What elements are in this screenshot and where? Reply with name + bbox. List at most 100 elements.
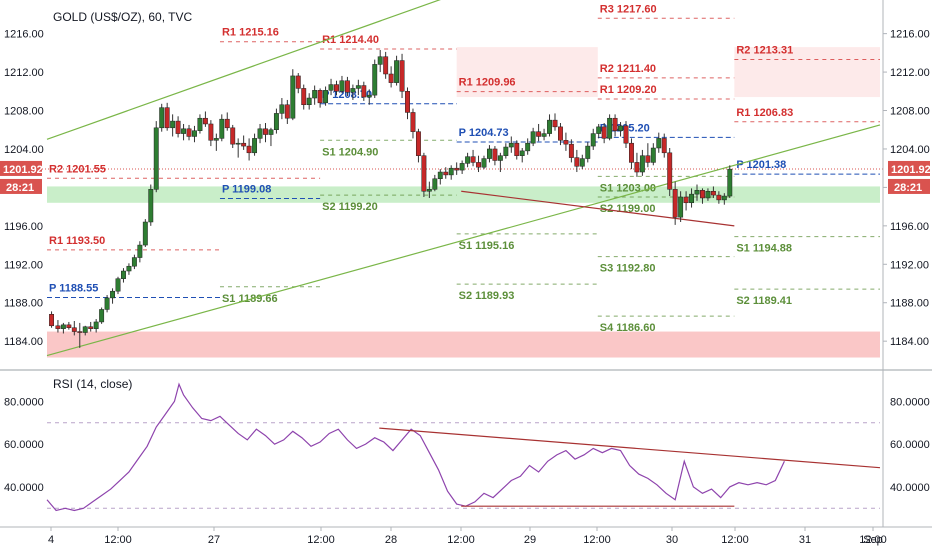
candle bbox=[476, 162, 481, 168]
price-tag-value: 1201.92 bbox=[3, 164, 43, 176]
candle bbox=[514, 142, 520, 156]
channel-trendline[interactable] bbox=[46, 124, 881, 357]
candle bbox=[547, 119, 552, 134]
price-tag-value: 1201.92 bbox=[891, 164, 931, 176]
candle bbox=[66, 324, 72, 328]
candle bbox=[388, 73, 394, 83]
candle bbox=[694, 190, 700, 195]
price-pane[interactable]: R1 1193.50 P 1188.55 R1 1215.16 R2 1201.55 P… bbox=[0, 0, 883, 358]
rsi-tick-label-right: 80.0000 bbox=[890, 396, 930, 408]
candle bbox=[508, 142, 514, 148]
price-tick-label-left: 1188.00 bbox=[4, 298, 43, 310]
candle bbox=[650, 147, 656, 163]
price-tick-label-right: 1184.00 bbox=[890, 336, 929, 348]
countdown-tag-right bbox=[888, 178, 930, 194]
price-tick-label-right: 1196.00 bbox=[890, 221, 929, 233]
candle bbox=[426, 189, 432, 192]
candle bbox=[235, 142, 241, 145]
candle bbox=[181, 128, 187, 134]
candle bbox=[421, 155, 427, 192]
candle bbox=[405, 91, 410, 113]
candle bbox=[312, 90, 318, 99]
candle bbox=[634, 162, 640, 173]
candle bbox=[202, 117, 208, 125]
candle bbox=[530, 131, 536, 144]
pivot-label: R1 1209.20 bbox=[600, 84, 657, 96]
candle bbox=[596, 126, 602, 134]
candle bbox=[60, 324, 66, 329]
pivot-label: S1 1195.16 bbox=[459, 240, 515, 252]
candle bbox=[257, 128, 263, 139]
candle bbox=[148, 189, 154, 223]
candle bbox=[710, 190, 716, 196]
candle bbox=[290, 75, 296, 119]
rsi-tick-label-left: 40.0000 bbox=[4, 482, 44, 494]
candle bbox=[164, 107, 170, 129]
candle bbox=[541, 133, 547, 137]
channel-trendline[interactable] bbox=[46, 0, 507, 140]
price-tick-label-right: 1216.00 bbox=[890, 29, 930, 41]
candle bbox=[197, 117, 203, 131]
candle bbox=[465, 156, 471, 164]
time-tick-label: 12:00 bbox=[859, 534, 887, 546]
candle bbox=[645, 155, 651, 163]
candle bbox=[263, 128, 268, 135]
candle bbox=[301, 88, 307, 106]
candle bbox=[279, 104, 285, 114]
candle bbox=[497, 155, 503, 161]
candle bbox=[219, 118, 225, 139]
candle bbox=[536, 131, 542, 137]
candle bbox=[700, 190, 705, 199]
rsi-tick-label-left: 60.0000 bbox=[4, 439, 44, 451]
candle bbox=[192, 130, 197, 137]
candle bbox=[328, 84, 334, 91]
candle bbox=[131, 257, 137, 267]
candle bbox=[186, 128, 192, 137]
candle bbox=[104, 297, 110, 310]
candle bbox=[93, 321, 99, 329]
time-tick-label: 12:00 bbox=[447, 534, 475, 546]
candle bbox=[153, 127, 159, 190]
rsi-tick-label-left: 80.0000 bbox=[4, 396, 44, 408]
candle bbox=[142, 221, 148, 246]
candle bbox=[503, 146, 509, 156]
candle bbox=[334, 84, 339, 92]
rsi-pane[interactable] bbox=[46, 382, 881, 512]
price-tag-right bbox=[888, 160, 930, 176]
candle bbox=[667, 152, 673, 190]
time-tick-label: 4 bbox=[48, 534, 54, 546]
pivot-label: S1 1203.00 bbox=[600, 182, 656, 194]
countdown-value: 28:21 bbox=[894, 182, 922, 194]
rsi-trendline[interactable] bbox=[379, 427, 881, 469]
candle bbox=[519, 150, 525, 156]
candle bbox=[552, 119, 558, 128]
candle bbox=[618, 125, 623, 131]
candle bbox=[437, 171, 443, 180]
candle bbox=[672, 189, 678, 218]
candle bbox=[306, 97, 312, 106]
candle bbox=[705, 190, 711, 199]
time-tick-label: 28 bbox=[385, 534, 397, 546]
candle bbox=[568, 143, 574, 158]
chart-title: GOLD (US$/OZ), 60, TVC bbox=[53, 10, 192, 24]
candle bbox=[612, 117, 618, 131]
pivot-label: S2 1189.93 bbox=[459, 290, 515, 302]
candle bbox=[574, 157, 580, 167]
rsi-line[interactable] bbox=[46, 382, 785, 512]
pivot-label: S1 1194.88 bbox=[736, 243, 792, 255]
price-tick-label-right: 1212.00 bbox=[890, 67, 930, 79]
candle bbox=[678, 196, 684, 218]
candle bbox=[273, 113, 279, 130]
candle bbox=[372, 64, 378, 96]
candle bbox=[601, 126, 607, 139]
time-tick-label: Sep bbox=[863, 534, 883, 546]
candle bbox=[454, 167, 460, 171]
time-tick-label: 27 bbox=[208, 534, 220, 546]
pivot-label: P 1188.55 bbox=[49, 282, 98, 294]
pivot-label: R2 1201.55 bbox=[49, 163, 106, 175]
candle bbox=[284, 104, 290, 119]
candle bbox=[481, 158, 487, 168]
time-tick-label: 31 bbox=[799, 534, 811, 546]
trend-trendline[interactable] bbox=[461, 190, 735, 227]
